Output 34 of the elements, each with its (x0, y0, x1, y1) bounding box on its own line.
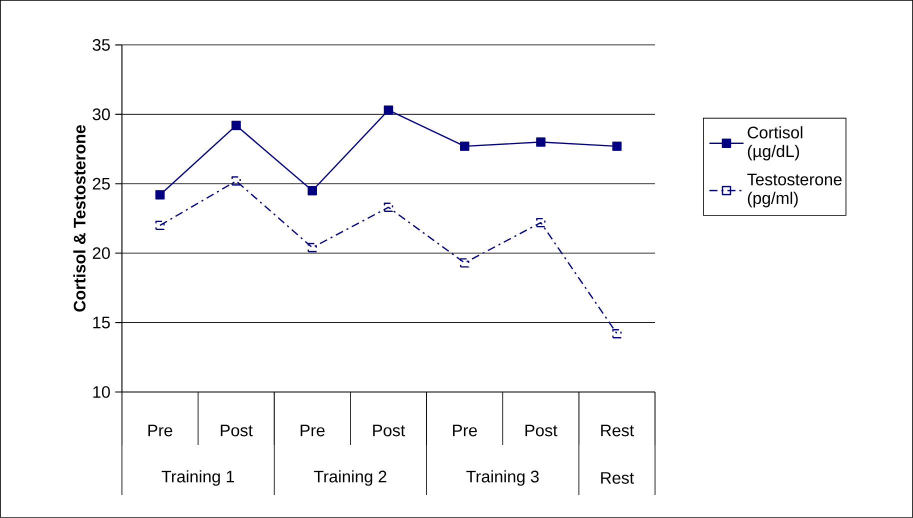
point (536, 218, 546, 228)
x-tick-label: Post (220, 424, 253, 436)
point (155, 220, 165, 230)
point (308, 242, 317, 252)
point (232, 176, 241, 186)
point (536, 137, 546, 147)
x-tick-label: Pre (453, 424, 477, 436)
y-tick-label: 20 (92, 247, 110, 260)
x-tick-label: Pre (148, 424, 172, 436)
point (308, 186, 317, 196)
y-tick-label: 10 (93, 386, 110, 398)
text: Training 1 (162, 470, 234, 486)
legend-label: Testosterone (pg/ml) (747, 174, 842, 208)
y-tick-label: 25 (92, 178, 110, 190)
y-tick-label: 30 (92, 108, 110, 120)
y-tick-label: 35 (92, 39, 110, 51)
text: Rest (601, 472, 634, 484)
legend-label: Cortisol (µg/dL) (748, 126, 802, 160)
text: Training 3 (466, 470, 539, 486)
text: Training 2 (314, 470, 386, 486)
x-tick-label: Post (525, 424, 558, 436)
y-axis-title: Cortisol & Testosterone (73, 125, 86, 312)
point (384, 106, 394, 115)
point (460, 142, 470, 151)
point (155, 190, 165, 200)
y-tick-label: 15 (93, 316, 110, 328)
point (612, 329, 622, 338)
point (460, 258, 470, 268)
x-tick-label: Post (373, 424, 406, 436)
point (612, 142, 622, 151)
point (232, 120, 241, 130)
x-tick-label: Pre (300, 424, 325, 436)
x-tick-label: Rest (601, 424, 634, 436)
point (384, 202, 394, 212)
